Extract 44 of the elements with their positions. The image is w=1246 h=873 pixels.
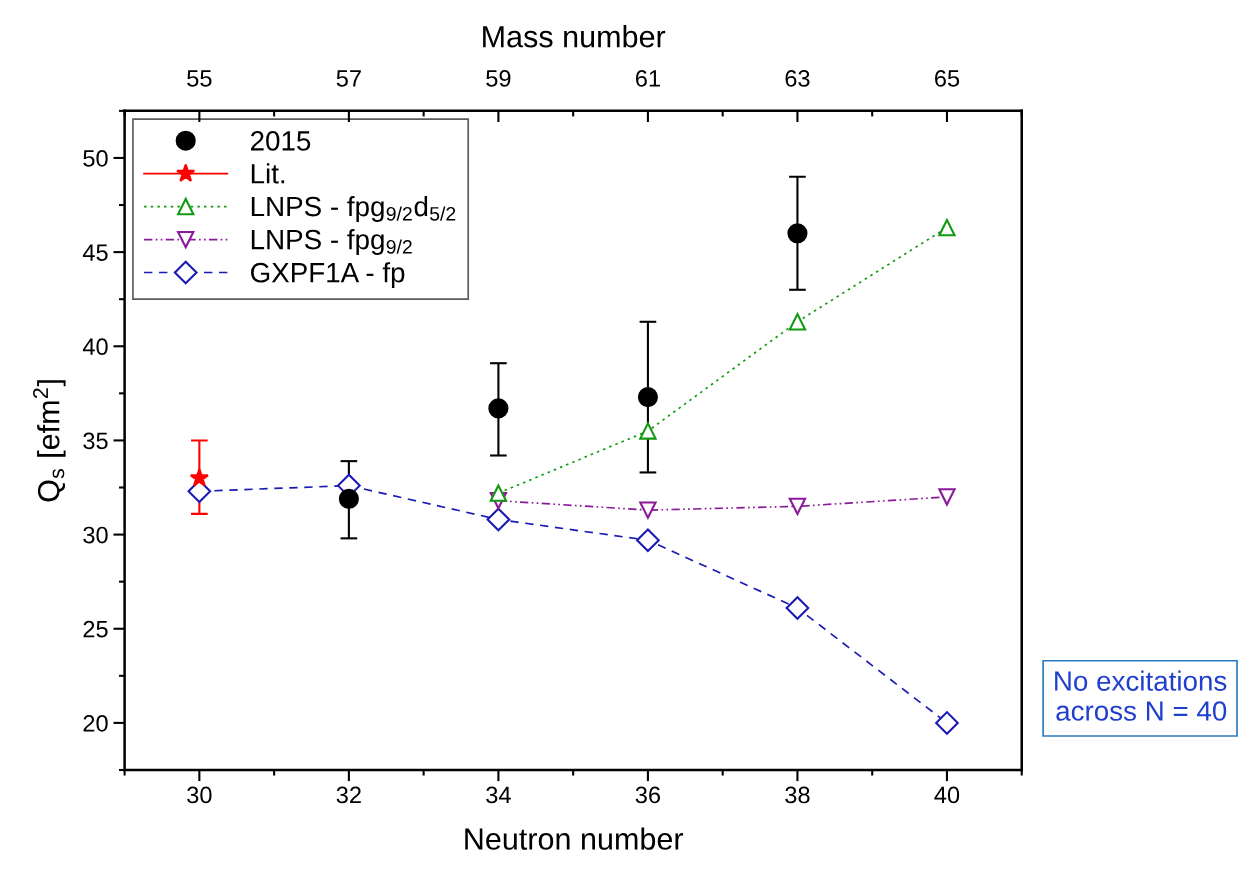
y-tick-label: 20 [83,714,108,732]
point [785,596,810,620]
x-tick-label: 32 [336,786,361,804]
x2-axis-title: Mass number [483,25,666,48]
legend-label: GXPF1A - fp [251,262,405,288]
y-tick-label: 45 [82,244,108,261]
y-tick-label: 35 [83,432,108,450]
x2-tick-label: 57 [336,70,361,87]
legend-label: LNPS - fpg$_{9/2}$d$_{5/2}$ [251,195,456,222]
x2-tick-label: 63 [785,70,810,87]
text: No excitations across N = 40 [1055,670,1227,721]
point [636,528,660,553]
point [637,387,658,408]
point [189,468,209,487]
x2-tick-label: 65 [935,70,960,87]
point [788,313,807,331]
legend-label: 2015 [251,131,311,151]
x-tick-label: 40 [934,786,960,804]
point [639,422,657,440]
y-tick-label: 40 [82,338,108,356]
point [338,488,359,509]
x-tick-label: 38 [785,786,810,804]
point [488,398,509,419]
y-tick-label: 50 [83,150,108,167]
x-tick-label: 34 [486,786,511,804]
x-tick-label: 30 [187,786,212,804]
point [938,488,956,506]
point [486,507,511,532]
x2-tick-label: 61 [635,70,660,87]
x-axis-title: Neutron number [465,827,684,850]
x2-tick-label: 59 [486,70,511,87]
point [787,223,808,244]
y-tick-label: 30 [83,526,108,544]
y-axis-title: Q$_{s}$ [efm$^{2}$] [33,380,66,502]
legend-label: LNPS - fpg$_{9/2}$ [251,229,412,255]
point [935,711,959,735]
x-tick-label: 36 [635,786,661,804]
point [489,484,508,502]
point [938,218,956,237]
point [639,501,657,519]
x2-tick-label: 55 [187,70,212,87]
point [788,497,807,516]
y-tick-label: 25 [83,620,108,638]
legend-label: Lit. [251,163,285,184]
